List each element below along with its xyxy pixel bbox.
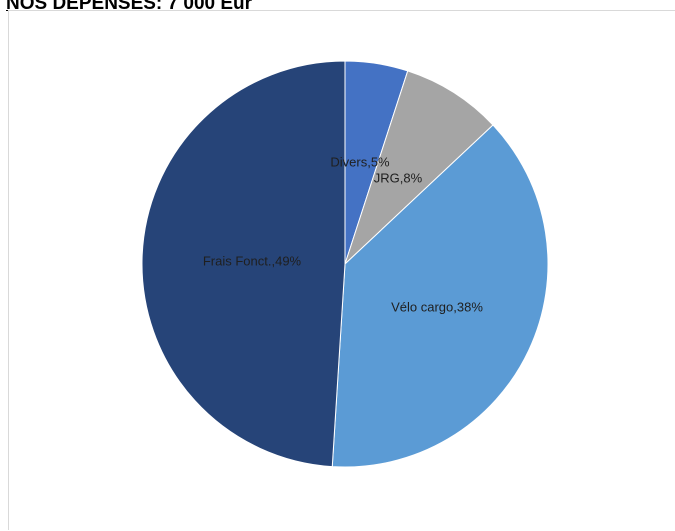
pie-label-divers: Divers,5% [330, 154, 390, 169]
pie-label-frais-fonct: Frais Fonct.,49% [203, 253, 302, 268]
pie-slice-frais-fonct [141, 60, 346, 468]
pie-labels: Divers,5%JRG,8% Vélo cargo,38% Frais Fonct… [203, 154, 483, 314]
pie-label-v-lo-cargo: Vélo cargo,38% [391, 299, 483, 314]
chart-area: Divers,5% JRG,8% Vélo cargo,38% Frais Fonct… [8, 10, 675, 530]
pie-slice-v-lo-cargo [331, 124, 549, 468]
pie-slices [141, 60, 549, 468]
pie-label-jrg: JRG,8% [374, 170, 423, 185]
pie-chart: Divers,5%JRG,8% Vélo cargo,38% Frais Fonct… [141, 60, 549, 468]
pie-slice-jrg [344, 70, 494, 265]
